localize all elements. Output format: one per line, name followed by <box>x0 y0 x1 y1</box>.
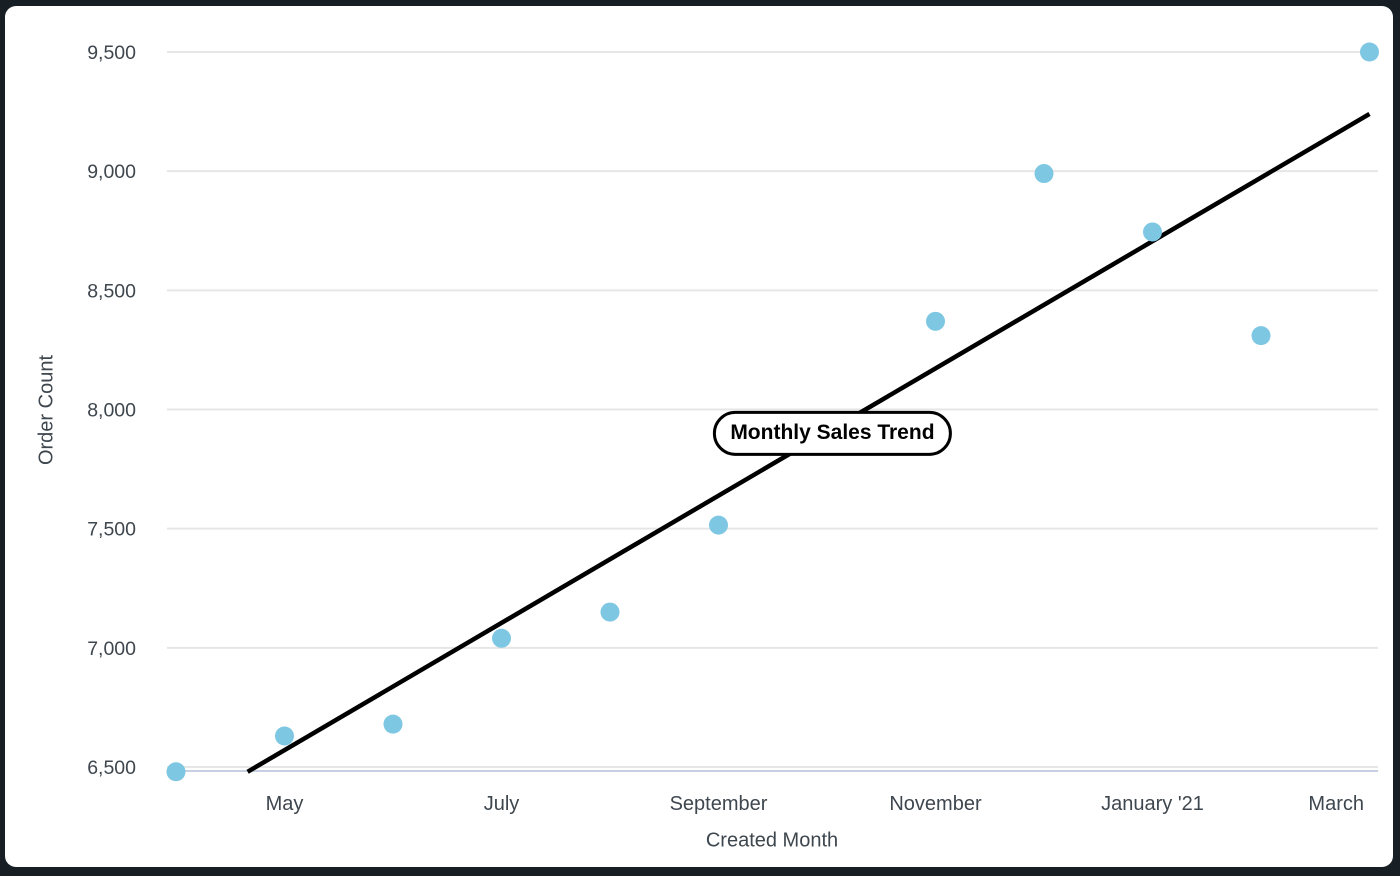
scatter-point[interactable] <box>1251 326 1271 346</box>
scatter-point[interactable] <box>166 762 186 782</box>
y-tick-label: 7,500 <box>87 519 136 541</box>
y-tick-label: 6,500 <box>87 757 136 779</box>
trend-label-text: Monthly Sales Trend <box>730 421 935 445</box>
y-tick-label: 8,000 <box>87 400 136 422</box>
scatter-point[interactable] <box>926 311 945 331</box>
y-axis-title: Order Count <box>35 354 58 466</box>
x-tick-label: May <box>266 793 304 815</box>
scatter-point[interactable] <box>1034 164 1054 184</box>
scatter-point[interactable] <box>275 726 294 746</box>
x-tick-label: September <box>670 793 768 815</box>
scatter-point[interactable] <box>1143 222 1162 242</box>
trend-label-pill: Monthly Sales Trend <box>713 411 952 456</box>
x-tick-label: March <box>1308 793 1364 815</box>
scatter-point[interactable] <box>383 714 403 734</box>
y-tick-label: 7,000 <box>87 638 136 660</box>
x-tick-label: November <box>889 793 982 815</box>
chart-panel <box>5 6 1393 867</box>
y-tick-label: 9,000 <box>87 161 136 183</box>
scatter-point[interactable] <box>600 602 620 622</box>
x-tick-label: January '21 <box>1101 793 1204 815</box>
scatter-point[interactable] <box>709 515 728 535</box>
y-tick-label: 8,500 <box>87 280 136 302</box>
x-axis-title: Created Month <box>705 829 839 852</box>
y-tick-label: 9,500 <box>87 42 136 64</box>
x-tick-label: July <box>484 793 520 815</box>
scatter-point[interactable] <box>492 628 511 648</box>
scatter-point[interactable] <box>1360 42 1379 62</box>
